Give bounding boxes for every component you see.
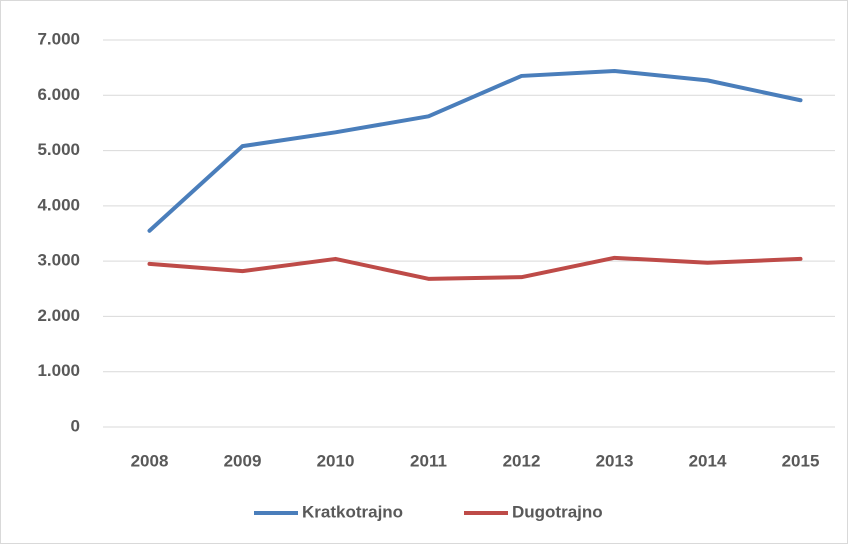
x-tick-label: 2010 [317, 451, 355, 470]
line-series [147, 255, 803, 281]
y-tick-label: 7.000 [37, 29, 80, 48]
y-tick-label: 4.000 [37, 195, 80, 214]
y-tick-label: 3.000 [37, 251, 80, 270]
line-series [147, 68, 803, 233]
y-tick-label: 5.000 [37, 140, 80, 159]
legend-label: Dugotrajno [512, 502, 603, 521]
x-tick-label: 2012 [503, 451, 541, 470]
y-tick-label: 0 [71, 416, 80, 435]
x-tick-label: 2011 [410, 451, 447, 470]
y-tick-label: 1.000 [37, 361, 80, 380]
x-tick-label: 2009 [224, 451, 262, 470]
legend-label: Kratkotrajno [302, 502, 403, 521]
x-tick-label: 2014 [689, 451, 727, 470]
x-tick-label: 2013 [596, 451, 634, 470]
x-tick-label: 2015 [782, 451, 820, 470]
y-tick-label: 6.000 [37, 85, 80, 104]
x-tick-label: 2008 [131, 451, 169, 470]
y-tick-label: 2.000 [37, 306, 80, 325]
